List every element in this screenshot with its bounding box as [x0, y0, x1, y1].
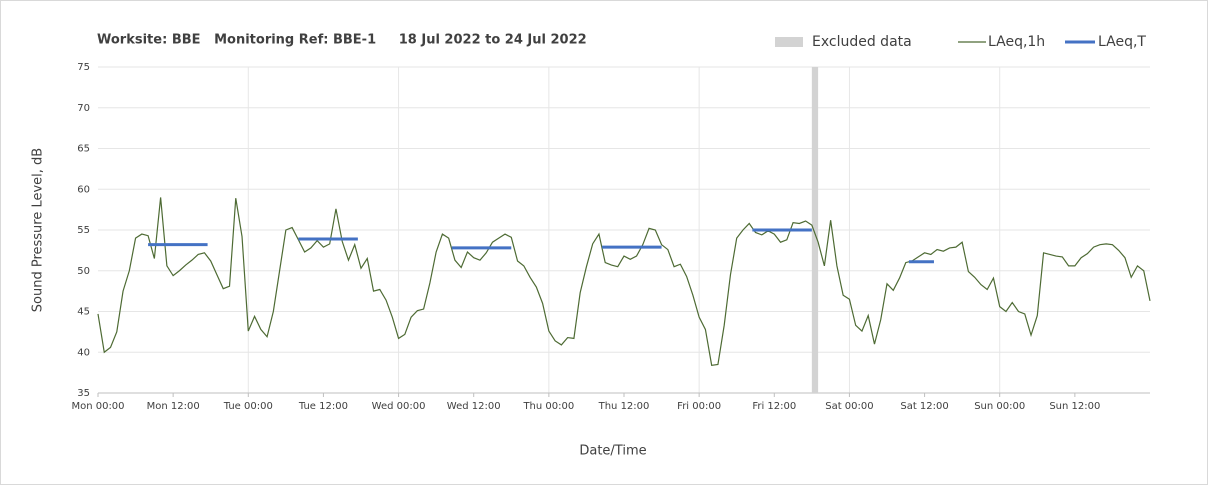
legend-label: LAeq,T	[1098, 34, 1146, 50]
x-tick-label: Tue 12:00	[298, 401, 348, 412]
y-tick-label: 45	[77, 307, 90, 318]
x-tick-label: Fri 12:00	[752, 401, 796, 412]
x-tick-label: Thu 00:00	[522, 401, 574, 412]
y-tick-label: 40	[77, 347, 90, 358]
legend-swatch	[775, 37, 803, 47]
x-tick-label: Tue 00:00	[223, 401, 273, 412]
y-axis-label: Sound Pressure Level, dB	[31, 148, 46, 312]
x-tick-label: Wed 00:00	[372, 401, 426, 412]
excluded-band	[811, 67, 819, 393]
chart-title: Worksite: BBE Monitoring Ref: BBE-1 18 J…	[97, 33, 587, 48]
x-tick-label: Mon 00:00	[71, 401, 124, 412]
x-tick-label: Fri 00:00	[677, 401, 721, 412]
legend-label: Excluded data	[812, 34, 912, 50]
x-tick-label: Sun 00:00	[974, 401, 1025, 412]
line-series	[97, 197, 1151, 366]
y-tick-label: 65	[77, 144, 90, 155]
legend-label: LAeq,1h	[988, 34, 1045, 50]
y-tick-label: 55	[77, 225, 90, 236]
x-tick-label: Sun 12:00	[1049, 401, 1100, 412]
x-tick-label: Thu 12:00	[598, 401, 650, 412]
y-tick-label: 35	[77, 388, 90, 399]
x-tick-label: Sat 12:00	[900, 401, 948, 412]
y-tick-label: 70	[77, 103, 90, 114]
y-tick-label: 75	[77, 62, 90, 73]
x-axis-label: Date/Time	[579, 444, 646, 459]
x-tick-label: Wed 12:00	[447, 401, 501, 412]
x-tick-label: Sat 00:00	[825, 401, 873, 412]
y-tick-label: 50	[77, 266, 90, 277]
x-tick-label: Mon 12:00	[147, 401, 200, 412]
y-tick-label: 60	[77, 184, 90, 195]
